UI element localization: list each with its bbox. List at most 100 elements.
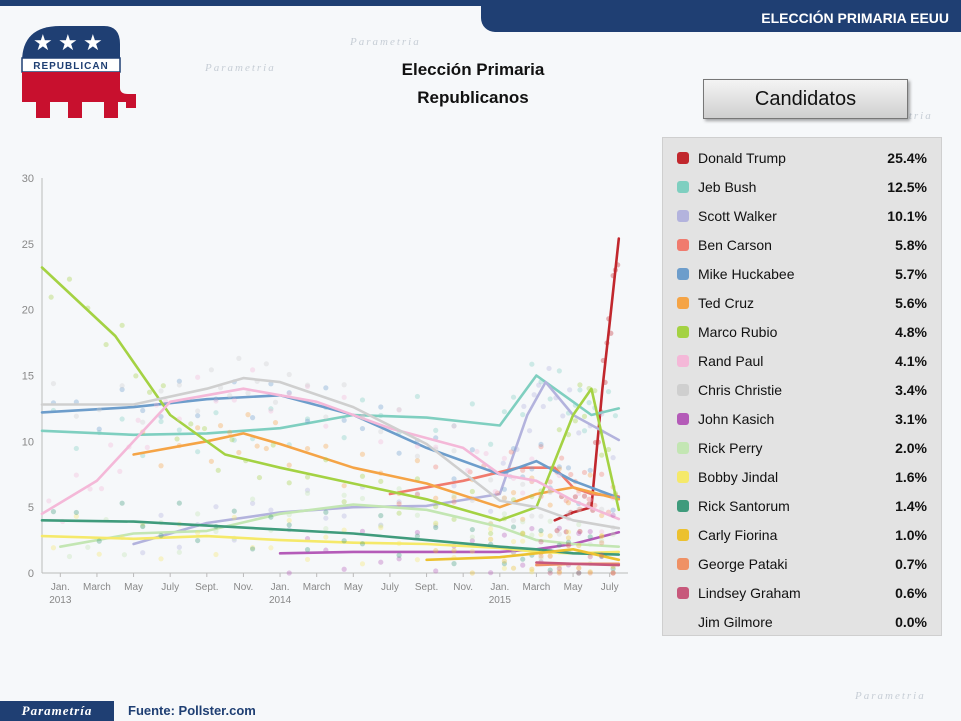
poll-dot <box>587 570 593 576</box>
poll-dot <box>414 453 421 459</box>
poll-dot <box>501 486 507 492</box>
poll-dot <box>195 511 201 517</box>
legend-swatch <box>677 470 689 483</box>
poll-dot <box>581 469 588 476</box>
poll-dot <box>483 450 489 457</box>
poll-dot <box>538 513 544 519</box>
legend-item: Chris Christie 3.4% <box>663 375 941 404</box>
poll-dot <box>465 467 471 473</box>
poll-dot <box>236 449 242 456</box>
poll-dot <box>610 566 616 572</box>
legend-swatch <box>677 180 689 193</box>
poll-dot <box>610 512 616 518</box>
poll-dot <box>536 382 542 388</box>
banner-title: ELECCIÓN PRIMARIA EEUU <box>761 10 949 26</box>
poll-dot <box>576 542 582 549</box>
poll-dot <box>510 517 517 524</box>
poll-dot <box>605 446 612 453</box>
y-tick-label: 25 <box>22 239 34 251</box>
legend-name: John Kasich <box>698 410 775 427</box>
poll-dot <box>433 464 439 470</box>
poll-dot <box>531 392 537 398</box>
background-watermark: Parametria <box>855 690 926 702</box>
poll-dot <box>73 445 79 452</box>
poll-dot <box>213 398 219 404</box>
poll-dot <box>529 532 535 538</box>
poll-dot <box>501 455 507 461</box>
poll-dot <box>359 425 366 432</box>
y-tick-label: 20 <box>22 305 34 317</box>
poll-dot <box>529 493 535 500</box>
legend-name: Lindsey Graham <box>698 584 801 601</box>
poll-dot <box>96 407 102 413</box>
poll-dot <box>433 568 439 574</box>
candidates-header: Candidatos <box>703 79 908 119</box>
poll-dot <box>359 451 366 457</box>
series-line <box>388 466 621 498</box>
series-line <box>132 380 621 546</box>
poll-dot <box>396 556 402 562</box>
poll-dot <box>469 548 475 554</box>
poll-dot <box>586 496 592 502</box>
poll-dot <box>50 509 57 515</box>
poll-dot <box>581 493 588 499</box>
poll-dot <box>378 523 384 529</box>
poll-dot <box>286 522 292 528</box>
poll-dot <box>341 382 347 388</box>
poll-dot <box>469 401 475 407</box>
legend-name: Mike Huckabee <box>698 265 795 282</box>
legend-value: 5.6% <box>895 294 927 311</box>
poll-dot <box>73 413 79 419</box>
legend-item: Jim Gilmore 0.0% <box>663 607 941 636</box>
poll-dot <box>587 472 593 478</box>
poll-dot <box>414 491 421 497</box>
poll-dot <box>510 565 517 571</box>
poll-dot <box>563 498 569 504</box>
poll-dot <box>521 403 527 409</box>
poll-dot <box>538 528 544 534</box>
poll-dot <box>547 396 553 402</box>
poll-dot <box>249 367 256 373</box>
candidates-legend: Donald Trump 25.4% Jeb Bush 12.5% Scott Walk… <box>662 137 942 636</box>
series-line <box>59 503 621 548</box>
legend-item: Scott Walker 10.1% <box>663 201 941 230</box>
poll-dot <box>520 467 526 473</box>
legend-swatch <box>677 383 689 396</box>
poll-dot <box>520 412 526 418</box>
poll-dot <box>577 506 583 512</box>
chart-title-line1: Elección Primaria <box>401 60 545 79</box>
legend-item: Carly Fiorina 1.0% <box>663 520 941 549</box>
poll-dot <box>304 490 311 496</box>
poll-dot <box>547 567 553 573</box>
poll-dot <box>538 441 544 448</box>
poll-dot <box>304 418 311 424</box>
legend-item: Rand Paul 4.1% <box>663 346 941 375</box>
poll-dot <box>46 498 52 504</box>
y-tick-label: 5 <box>28 502 34 514</box>
poll-dot <box>520 481 526 487</box>
poll-dot <box>378 513 384 519</box>
poll-dot <box>529 456 535 462</box>
poll-dot <box>510 446 517 452</box>
legend-value: 3.1% <box>895 410 927 427</box>
poll-dot <box>323 414 329 420</box>
poll-dot <box>323 515 329 521</box>
poll-dot <box>229 437 235 443</box>
legend-item: Ben Carson 5.8% <box>663 230 941 259</box>
poll-dot <box>488 477 494 483</box>
poll-dot <box>270 442 276 448</box>
legend-item: Ted Cruz 5.6% <box>663 288 941 317</box>
poll-dot <box>73 472 79 478</box>
poll-dot <box>538 444 544 450</box>
poll-dot <box>208 367 214 373</box>
poll-dot <box>587 497 593 503</box>
legend-value: 2.0% <box>895 439 927 456</box>
poll-dot <box>565 465 572 471</box>
poll-dot <box>560 413 566 419</box>
poll-dot <box>414 529 421 536</box>
poll-dot <box>195 374 201 380</box>
legend-item: Donald Trump 25.4% <box>663 143 941 172</box>
poll-dot <box>140 523 146 529</box>
poll-dot <box>556 427 562 433</box>
poll-dot <box>117 468 123 474</box>
